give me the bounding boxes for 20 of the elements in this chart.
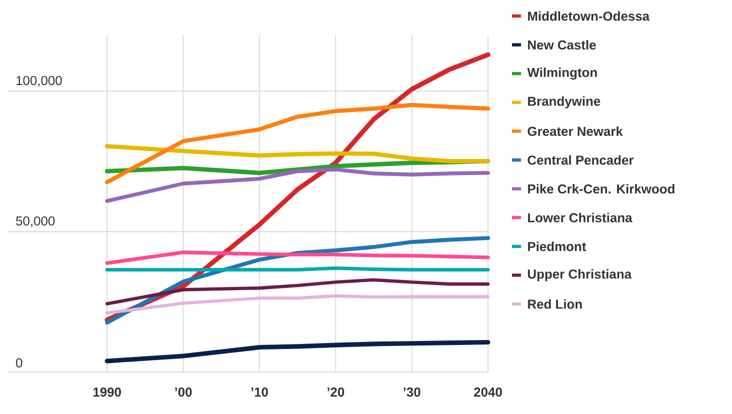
x-tick-label: ’10 [251, 388, 268, 397]
legend-label: Greater Newark [528, 126, 623, 136]
x-tick-label: ’20 [328, 388, 344, 397]
legend-label: New Castle [528, 40, 596, 50]
x-tick-label: 2040 [474, 388, 502, 397]
x-tick-label: ’00 [175, 388, 192, 397]
legend-label: Brandywine [528, 96, 600, 108]
legend-label: Pike Crk-Cen. Kirkwood [528, 184, 674, 194]
legend-label: Red Lion [528, 299, 582, 309]
legend-label: Upper Christiana [528, 269, 632, 282]
x-tick-label: 1990 [93, 388, 121, 397]
y-tick-label: 50,000 [16, 216, 55, 228]
legend-label: Central Pencader [528, 155, 634, 165]
legend-label: Piedmont [528, 242, 586, 252]
x-tick-label: ’30 [404, 388, 420, 397]
legend-label: Lower Christiana [528, 212, 632, 222]
y-tick-label: 0 [16, 358, 22, 368]
legend-label: Middletown-Odessa [528, 11, 650, 21]
legend-label: Wilmington [527, 68, 597, 80]
y-tick-label: 100,000 [16, 76, 62, 87]
